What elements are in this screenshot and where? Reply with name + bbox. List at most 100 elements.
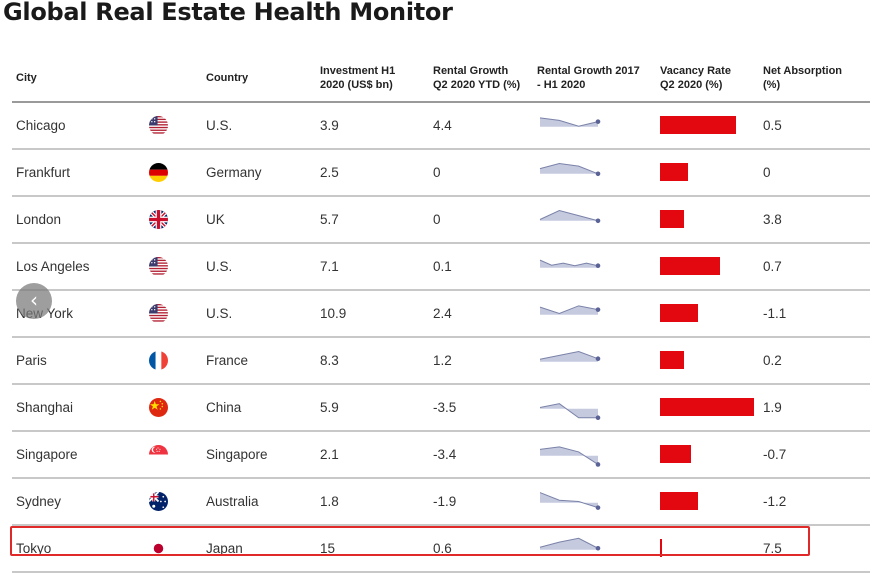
city-cell: Los Angeles — [16, 259, 90, 274]
rental-growth-cell: 0.6 — [433, 541, 452, 556]
investment-cell: 10.9 — [320, 306, 347, 321]
net-absorption-cell: 1.9 — [763, 400, 782, 415]
rental-growth-sparkline — [539, 492, 601, 510]
vacancy-rate-bar — [660, 210, 685, 228]
net-absorption-cell: -1.1 — [763, 306, 787, 321]
table-row[interactable]: Shanghai China 5.9 -3.5 1.9 — [12, 385, 870, 432]
country-cell: U.S. — [206, 259, 233, 274]
net-absorption-cell: 0 — [763, 165, 771, 180]
city-cell: Paris — [16, 353, 47, 368]
rental-growth-sparkline — [539, 403, 601, 421]
table-row[interactable]: London UK 5.7 0 3.8 — [12, 197, 870, 244]
vacancy-rate-bar — [660, 116, 736, 134]
table-header: City Country Investment H1 2020 (US$ bn)… — [12, 62, 870, 103]
investment-cell: 5.9 — [320, 400, 339, 415]
rental-growth-cell: 0 — [433, 212, 441, 227]
rental-growth-sparkline — [539, 305, 601, 315]
table-row[interactable]: Paris France 8.3 1.2 0.2 — [12, 338, 870, 385]
header-city[interactable]: City — [16, 72, 37, 84]
city-cell: Singapore — [16, 447, 78, 462]
rental-growth-cell: -3.4 — [433, 447, 457, 462]
rental-growth-cell: 0.1 — [433, 259, 452, 274]
sparkline-line — [539, 492, 599, 509]
investment-cell: 8.3 — [320, 353, 339, 368]
uk-flag-icon — [149, 210, 168, 229]
net-absorption-cell: -0.7 — [763, 447, 787, 462]
rental-growth-sparkline — [539, 163, 601, 177]
rental-growth-sparkline — [539, 259, 601, 269]
germany-flag-icon — [149, 163, 168, 182]
header-rental-trend[interactable]: Rental Growth 2017 - H1 2020 — [537, 65, 640, 91]
sparkline-area — [540, 492, 598, 508]
vacancy-rate-bar — [660, 445, 691, 463]
rental-growth-cell: 2.4 — [433, 306, 452, 321]
net-absorption-cell: 0.5 — [763, 118, 782, 133]
table-row[interactable]: Frankfurt Germany 2.5 0 0 — [12, 150, 870, 197]
header-country[interactable]: Country — [206, 72, 249, 84]
header-rental-growth[interactable]: Rental Growth Q2 2020 YTD (%) — [433, 65, 521, 91]
vacancy-rate-bar — [660, 304, 698, 322]
sparkline-line — [539, 210, 599, 222]
country-cell: UK — [206, 212, 225, 227]
table-row[interactable]: Singapore Singapore 2.1 -3.4 -0.7 — [12, 432, 870, 479]
rental-growth-sparkline — [539, 537, 601, 551]
page-title: Global Real Estate Health Monitor — [3, 0, 453, 26]
sparkline-end-dot — [595, 462, 601, 467]
net-absorption-cell: 0.7 — [763, 259, 782, 274]
header-investment[interactable]: Investment H1 2020 (US$ bn) — [320, 65, 396, 91]
investment-cell: 2.1 — [320, 447, 339, 462]
sparkline-end-dot — [595, 415, 601, 421]
city-cell: Tokyo — [16, 541, 52, 556]
us-flag-icon — [149, 304, 168, 323]
vacancy-rate-bar — [660, 492, 699, 510]
sparkline-line — [539, 537, 599, 549]
investment-cell: 15 — [320, 541, 336, 556]
net-absorption-cell: 3.8 — [763, 212, 782, 227]
sparkline-line — [539, 403, 598, 419]
header-vacancy-rate[interactable]: Vacancy Rate Q2 2020 (%) — [660, 65, 731, 91]
us-flag-icon — [149, 257, 168, 276]
sparkline-line — [539, 351, 599, 360]
real-estate-table: City Country Investment H1 2020 (US$ bn)… — [12, 62, 870, 573]
investment-cell: 1.8 — [320, 494, 339, 509]
table-row[interactable]: Sydney Australia 1.8 -1.9 -1.2 — [12, 479, 870, 526]
sparkline-line — [539, 117, 599, 127]
table-row[interactable]: Chicago U.S. 3.9 4.4 0.5 — [12, 103, 870, 150]
investment-cell: 2.5 — [320, 165, 339, 180]
carousel-prev-button[interactable]: ‹ — [16, 283, 52, 319]
vacancy-rate-bar — [660, 398, 754, 416]
city-cell: London — [16, 212, 62, 227]
singapore-flag-icon — [149, 445, 168, 464]
sparkline-end-dot — [595, 263, 601, 269]
sparkline-end-dot — [595, 119, 601, 124]
sparkline-end-dot — [595, 218, 601, 224]
sparkline-area — [540, 260, 598, 268]
table-row[interactable]: Los Angeles U.S. 7.1 0.1 0.7 — [12, 244, 870, 291]
country-cell: Japan — [206, 541, 243, 556]
city-cell: Chicago — [16, 118, 66, 133]
vacancy-rate-bar — [660, 539, 663, 557]
highlight-box — [10, 526, 810, 556]
city-cell: Frankfurt — [16, 165, 71, 180]
country-cell: U.S. — [206, 118, 233, 133]
sparkline-line — [539, 446, 599, 465]
rental-growth-sparkline — [539, 446, 601, 467]
city-cell: Sydney — [16, 494, 62, 509]
rental-growth-cell: -3.5 — [433, 400, 457, 415]
sparkline-area — [540, 351, 598, 362]
rental-growth-cell: 4.4 — [433, 118, 452, 133]
rental-growth-cell: -1.9 — [433, 494, 457, 509]
investment-cell: 7.1 — [320, 259, 339, 274]
sparkline-end-dot — [595, 545, 601, 551]
us-flag-icon — [149, 116, 168, 135]
sparkline-area — [540, 446, 598, 465]
net-absorption-cell: 0.2 — [763, 353, 782, 368]
sparkline-area — [540, 305, 598, 315]
header-net-absorption[interactable]: Net Absorption (%) — [763, 65, 843, 91]
net-absorption-cell: -1.2 — [763, 494, 787, 509]
vacancy-rate-bar — [660, 351, 685, 369]
sparkline-end-dot — [595, 505, 601, 510]
sparkline-line — [539, 305, 599, 315]
sparkline-line — [539, 259, 599, 267]
